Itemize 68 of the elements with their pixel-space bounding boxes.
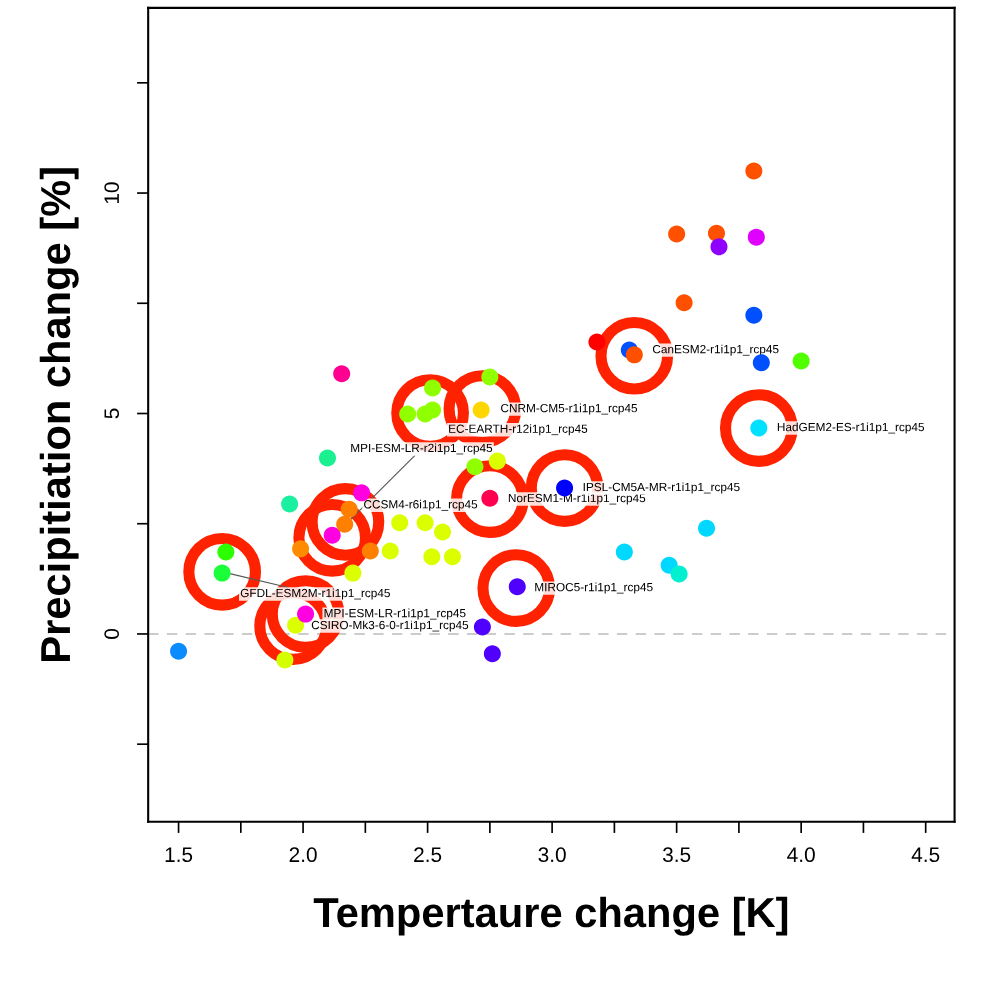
point	[423, 548, 441, 566]
annotation: MPI-ESM-LR-r2i1p1_rcp45	[351, 443, 493, 455]
annotation: EC-EARTH-r12i1p1_rcp45	[449, 424, 588, 436]
point	[217, 543, 235, 561]
x-tick-label: 3.5	[662, 847, 691, 863]
point	[698, 519, 716, 537]
point	[745, 162, 763, 180]
point	[391, 514, 409, 532]
point	[473, 618, 491, 636]
point	[750, 419, 768, 437]
x-tick-label: 4.0	[787, 847, 815, 863]
annotation: CanESM2-r1i1p1_rcp45	[652, 344, 779, 356]
point	[710, 238, 728, 256]
y-tick-label: 10	[104, 182, 120, 204]
point	[424, 379, 442, 397]
annotation: MIROC5-r1i1p1_rcp45	[535, 582, 653, 594]
x-tick-label: 3.0	[538, 847, 566, 863]
y-tick-label: 5	[104, 408, 120, 419]
point	[340, 500, 358, 518]
point	[444, 548, 462, 566]
point	[792, 352, 810, 370]
y-axis-title: Precipitiation change [%]	[39, 168, 79, 661]
point	[381, 542, 399, 560]
point	[508, 578, 526, 596]
point	[747, 228, 765, 246]
point	[670, 565, 688, 583]
point	[472, 401, 490, 419]
point	[668, 225, 686, 243]
point	[213, 564, 231, 582]
annotation: CCSM4-r6i1p1_rcp45	[364, 499, 478, 511]
point	[615, 543, 633, 561]
point	[588, 333, 606, 351]
annotation: GFDL-ESM2M-r1i1p1_rcp45	[240, 588, 390, 600]
point	[481, 489, 499, 507]
point	[292, 540, 310, 558]
annotation: CNRM-CM5-r1i1p1_rcp45	[501, 403, 638, 415]
annotation: CSIRO-Mk3-6-0-r1i1p1_rcp45	[311, 620, 469, 632]
x-tick-label: 4.5	[911, 847, 940, 863]
point	[483, 645, 501, 663]
point	[170, 642, 188, 660]
y-tick-label: 0	[104, 628, 120, 639]
annotation: IPSL-CM5A-MR-r1i1p1_rcp45	[583, 482, 740, 494]
point	[276, 651, 294, 669]
annotation: HadGEM2-ES-r1i1p1_rcp45	[777, 422, 925, 434]
point	[416, 514, 434, 532]
point	[675, 294, 693, 312]
point	[287, 616, 305, 634]
annotation: NorESM1-M-r1i1p1_rcp45	[508, 493, 646, 505]
point	[466, 458, 484, 476]
point	[625, 346, 643, 364]
point	[399, 405, 417, 423]
point	[318, 449, 336, 467]
point	[336, 515, 354, 533]
annotation: MPI-ESM-LR-r1i1p1_rcp45	[324, 608, 466, 620]
point	[745, 306, 763, 324]
point	[707, 224, 725, 242]
point	[481, 368, 499, 386]
point	[333, 365, 351, 383]
x-tick-label: 2.0	[289, 847, 317, 863]
point	[323, 526, 341, 544]
point	[361, 542, 379, 560]
point	[424, 401, 442, 419]
x-tick-label: 1.5	[165, 847, 193, 863]
x-tick-label: 2.5	[414, 847, 442, 863]
x-axis-title: Tempertaure change [K]	[313, 896, 788, 936]
point	[281, 495, 299, 513]
point	[434, 523, 452, 541]
point	[344, 564, 362, 582]
